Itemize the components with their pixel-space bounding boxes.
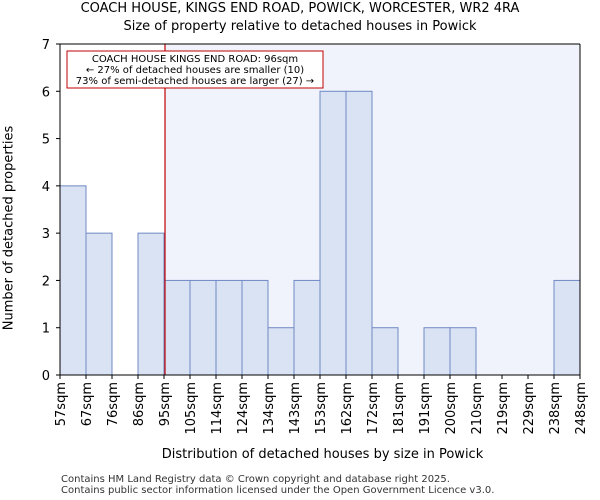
annotation-box bbox=[66, 50, 324, 89]
bar bbox=[293, 279, 321, 376]
x-tick-label: 181sqm bbox=[392, 382, 407, 435]
y-tick-label: 3 bbox=[42, 227, 50, 242]
y-tick-label: 7 bbox=[42, 38, 50, 53]
y-tick-label: 2 bbox=[42, 274, 50, 289]
annotation-line: COACH HOUSE KINGS END ROAD: 96sqm bbox=[92, 54, 298, 65]
y-tick-label: 5 bbox=[42, 133, 50, 148]
x-tick-label: 191sqm bbox=[418, 382, 433, 435]
x-tick-label: 124sqm bbox=[236, 382, 251, 435]
x-tick-label: 248sqm bbox=[574, 382, 589, 435]
x-tick-label: 95sqm bbox=[158, 382, 173, 426]
bar bbox=[137, 232, 165, 376]
bar bbox=[449, 327, 477, 376]
x-tick-label: 143sqm bbox=[288, 382, 303, 435]
bar bbox=[59, 185, 87, 376]
footer-copyright: Contains HM Land Registry data © Crown c… bbox=[61, 474, 450, 485]
annotation-line: ← 27% of detached houses are smaller (10… bbox=[86, 65, 304, 76]
x-tick-label: 200sqm bbox=[444, 382, 459, 435]
x-tick-label: 114sqm bbox=[210, 382, 225, 435]
x-tick-label: 76sqm bbox=[106, 382, 121, 426]
bar bbox=[215, 279, 243, 376]
bar bbox=[267, 327, 295, 376]
y-tick-label: 0 bbox=[42, 369, 50, 384]
bar bbox=[423, 327, 451, 376]
bar bbox=[371, 327, 399, 376]
x-tick-label: 134sqm bbox=[262, 382, 277, 435]
chart-title: COACH HOUSE, KINGS END ROAD, POWICK, WOR… bbox=[80, 1, 520, 16]
y-axis-label: Number of detached properties bbox=[1, 125, 17, 331]
x-tick-label: 210sqm bbox=[470, 382, 485, 435]
y-tick-label: 1 bbox=[42, 322, 50, 337]
bar bbox=[319, 90, 347, 376]
x-tick-label: 219sqm bbox=[496, 382, 511, 435]
x-tick-label: 172sqm bbox=[366, 382, 381, 435]
x-tick-label: 153sqm bbox=[314, 382, 329, 435]
chart-subtitle: Size of property relative to detached ho… bbox=[123, 19, 477, 34]
bar bbox=[189, 279, 217, 376]
bar bbox=[163, 279, 191, 376]
bar bbox=[345, 90, 373, 376]
bar bbox=[241, 279, 269, 376]
x-tick-label: 238sqm bbox=[548, 382, 563, 435]
x-tick-label: 86sqm bbox=[132, 382, 147, 426]
y-tick-label: 6 bbox=[42, 85, 50, 100]
y-tick-label: 4 bbox=[42, 180, 50, 195]
x-tick-label: 67sqm bbox=[80, 382, 95, 426]
footer-licence: Contains public sector information licen… bbox=[61, 485, 495, 496]
bar bbox=[85, 232, 113, 376]
x-tick-label: 105sqm bbox=[184, 382, 199, 435]
x-tick-label: 162sqm bbox=[340, 382, 355, 435]
x-tick-label: 229sqm bbox=[522, 382, 537, 435]
annotation-line: 73% of semi-detached houses are larger (… bbox=[76, 76, 314, 87]
x-axis-label: Distribution of detached houses by size … bbox=[161, 447, 484, 462]
x-tick-label: 57sqm bbox=[54, 382, 69, 426]
bar bbox=[553, 279, 581, 376]
